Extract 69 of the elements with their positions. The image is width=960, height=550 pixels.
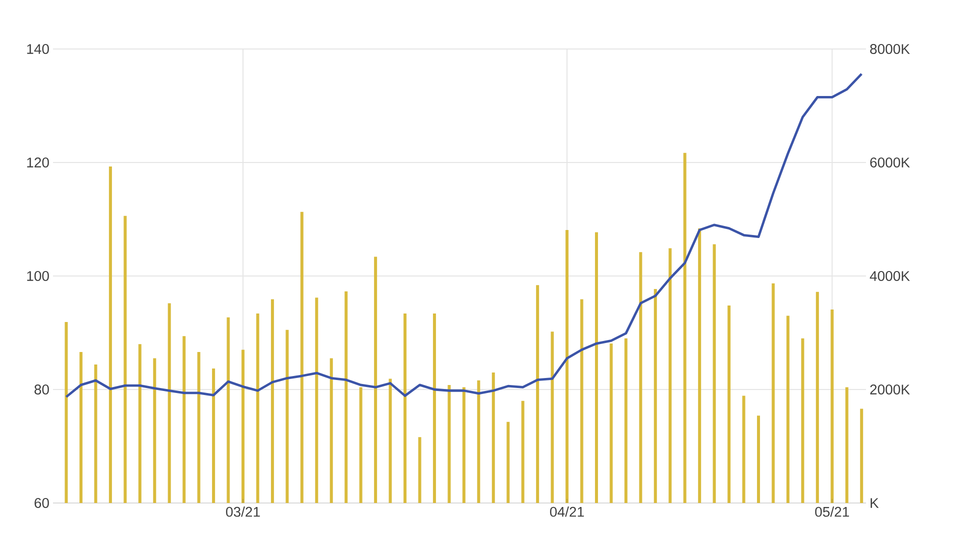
y2-tick-label: K bbox=[870, 498, 879, 508]
bar bbox=[698, 228, 702, 503]
bar bbox=[124, 216, 127, 503]
bar bbox=[270, 299, 274, 503]
bar bbox=[594, 232, 598, 503]
bar bbox=[168, 303, 171, 503]
bar bbox=[212, 368, 216, 503]
y-tick-label: 80 bbox=[34, 384, 49, 394]
bar bbox=[506, 422, 510, 503]
bar bbox=[639, 252, 642, 503]
bar bbox=[448, 384, 451, 503]
bar bbox=[330, 358, 333, 503]
y-tick-label: 60 bbox=[34, 498, 49, 508]
bar bbox=[418, 437, 422, 503]
bar bbox=[404, 313, 407, 503]
bar bbox=[432, 313, 436, 503]
bar bbox=[786, 316, 790, 503]
bar bbox=[94, 364, 98, 503]
y2-tick-label: 4000K bbox=[870, 271, 910, 281]
bar bbox=[462, 387, 466, 503]
bar bbox=[286, 330, 289, 503]
bar bbox=[860, 408, 864, 503]
line-series bbox=[65, 72, 863, 398]
bar bbox=[138, 344, 142, 503]
y-tick-label: 140 bbox=[27, 44, 49, 54]
y2-tick-label: 8000K bbox=[870, 44, 910, 54]
bar bbox=[830, 309, 834, 503]
bar bbox=[712, 244, 716, 503]
bar bbox=[668, 248, 672, 503]
bar bbox=[374, 256, 378, 503]
bar bbox=[153, 358, 156, 503]
bar bbox=[550, 332, 554, 503]
y-tick-label: 120 bbox=[27, 158, 49, 168]
bar bbox=[742, 396, 746, 503]
bar bbox=[300, 212, 304, 503]
x-tick-label: 03/21 bbox=[226, 506, 260, 517]
y2-tick-label: 6000K bbox=[870, 158, 910, 168]
bar bbox=[801, 338, 804, 503]
bar bbox=[624, 338, 628, 503]
bar bbox=[610, 344, 613, 503]
bar bbox=[536, 285, 540, 503]
bar bbox=[64, 322, 68, 503]
bar bbox=[108, 166, 112, 503]
bar bbox=[197, 352, 200, 503]
bar bbox=[816, 292, 819, 503]
bar bbox=[566, 230, 569, 503]
bar bbox=[756, 416, 760, 503]
bar bbox=[772, 283, 775, 503]
bar bbox=[256, 313, 260, 503]
bar bbox=[492, 372, 495, 503]
bar bbox=[728, 306, 731, 503]
bar bbox=[241, 350, 244, 503]
bar bbox=[521, 400, 524, 503]
bar bbox=[315, 298, 318, 503]
bar bbox=[182, 336, 186, 503]
bar bbox=[388, 378, 392, 503]
bar bbox=[226, 317, 230, 503]
y2-tick-label: 2000K bbox=[870, 384, 910, 394]
bar bbox=[683, 152, 686, 503]
bar bbox=[359, 387, 362, 503]
y-tick-label: 100 bbox=[27, 271, 49, 281]
bar bbox=[845, 387, 848, 503]
bar bbox=[79, 352, 82, 503]
bar bbox=[477, 380, 480, 503]
bar bbox=[344, 291, 348, 503]
x-tick-label: 05/21 bbox=[815, 506, 849, 517]
bar bbox=[580, 299, 584, 503]
bar bbox=[654, 289, 657, 503]
x-tick-label: 04/21 bbox=[550, 506, 584, 517]
